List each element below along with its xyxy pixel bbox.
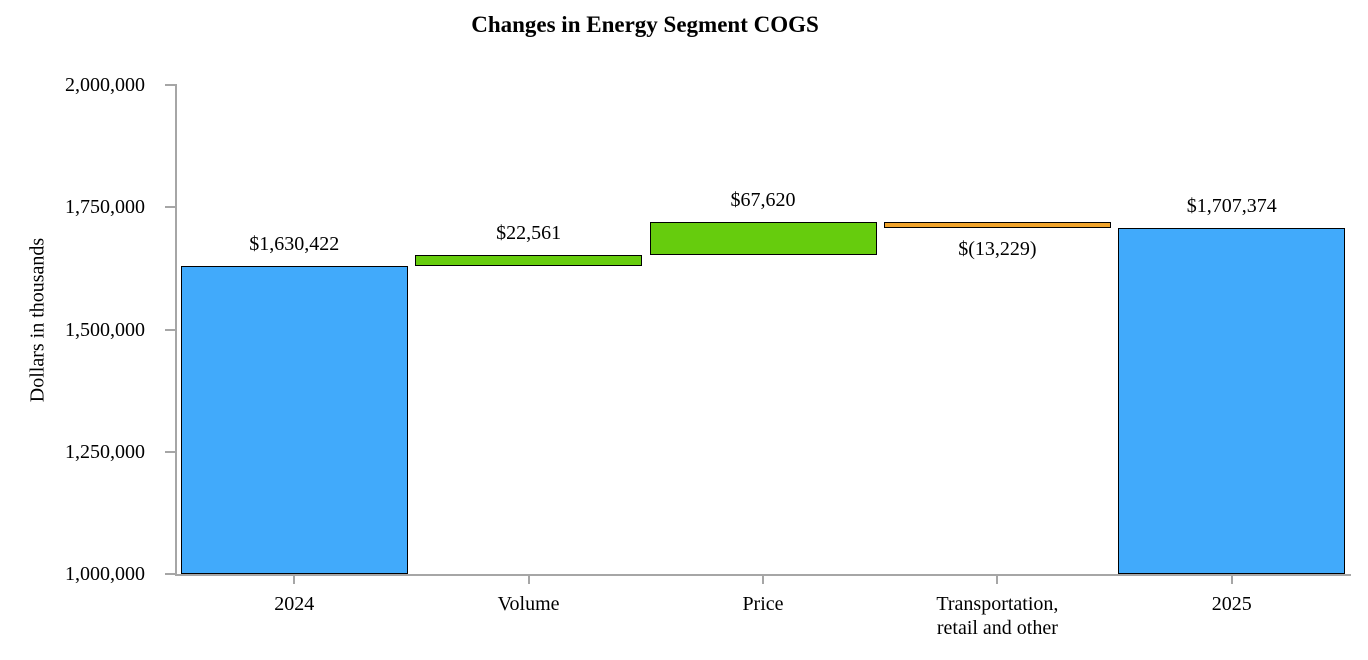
y-axis-line [175, 85, 177, 576]
x-tick [1230, 574, 1233, 584]
y-tick-label: 1,250,000 [65, 440, 145, 463]
y-tick [165, 84, 177, 86]
x-axis-label: 2024 [274, 593, 315, 615]
x-axis-label: 2025 [1211, 593, 1252, 615]
y-tick-label: 2,000,000 [65, 74, 145, 96]
x-axis-label: Price [742, 593, 784, 615]
y-tick [165, 328, 177, 331]
y-tick-label: 1,000,000 [65, 563, 145, 585]
chart-title: Changes in Energy Segment COGS [471, 12, 819, 37]
y-tick [165, 573, 177, 575]
bar-volume [415, 254, 643, 266]
x-axis-label: Transportation, retail and other [936, 593, 1059, 639]
plot-area: 2,000,000 1,750,000 1,500,000 1,250,000 1,00… [65, 74, 1351, 639]
bar-price [649, 221, 877, 255]
value-label: $22,561 [496, 221, 562, 244]
y-tick [165, 450, 177, 453]
y-tick [165, 206, 177, 209]
bar-2024 [180, 265, 408, 574]
bar-2025 [1118, 228, 1346, 574]
y-tick-label: 1,500,000 [65, 318, 145, 341]
x-tick [996, 574, 999, 584]
value-label: $67,620 [730, 188, 796, 211]
value-label: $1,630,422 [249, 232, 340, 255]
x-tick [527, 574, 530, 584]
bar-transportation-retail-and-other [883, 221, 1111, 229]
value-label: $(13,229) [958, 238, 1037, 261]
y-tick-label: 1,750,000 [65, 196, 145, 219]
x-tick [762, 574, 764, 584]
x-tick [293, 574, 296, 584]
value-label: $1,707,374 [1186, 195, 1277, 218]
x-axis-label: Volume [497, 593, 560, 615]
